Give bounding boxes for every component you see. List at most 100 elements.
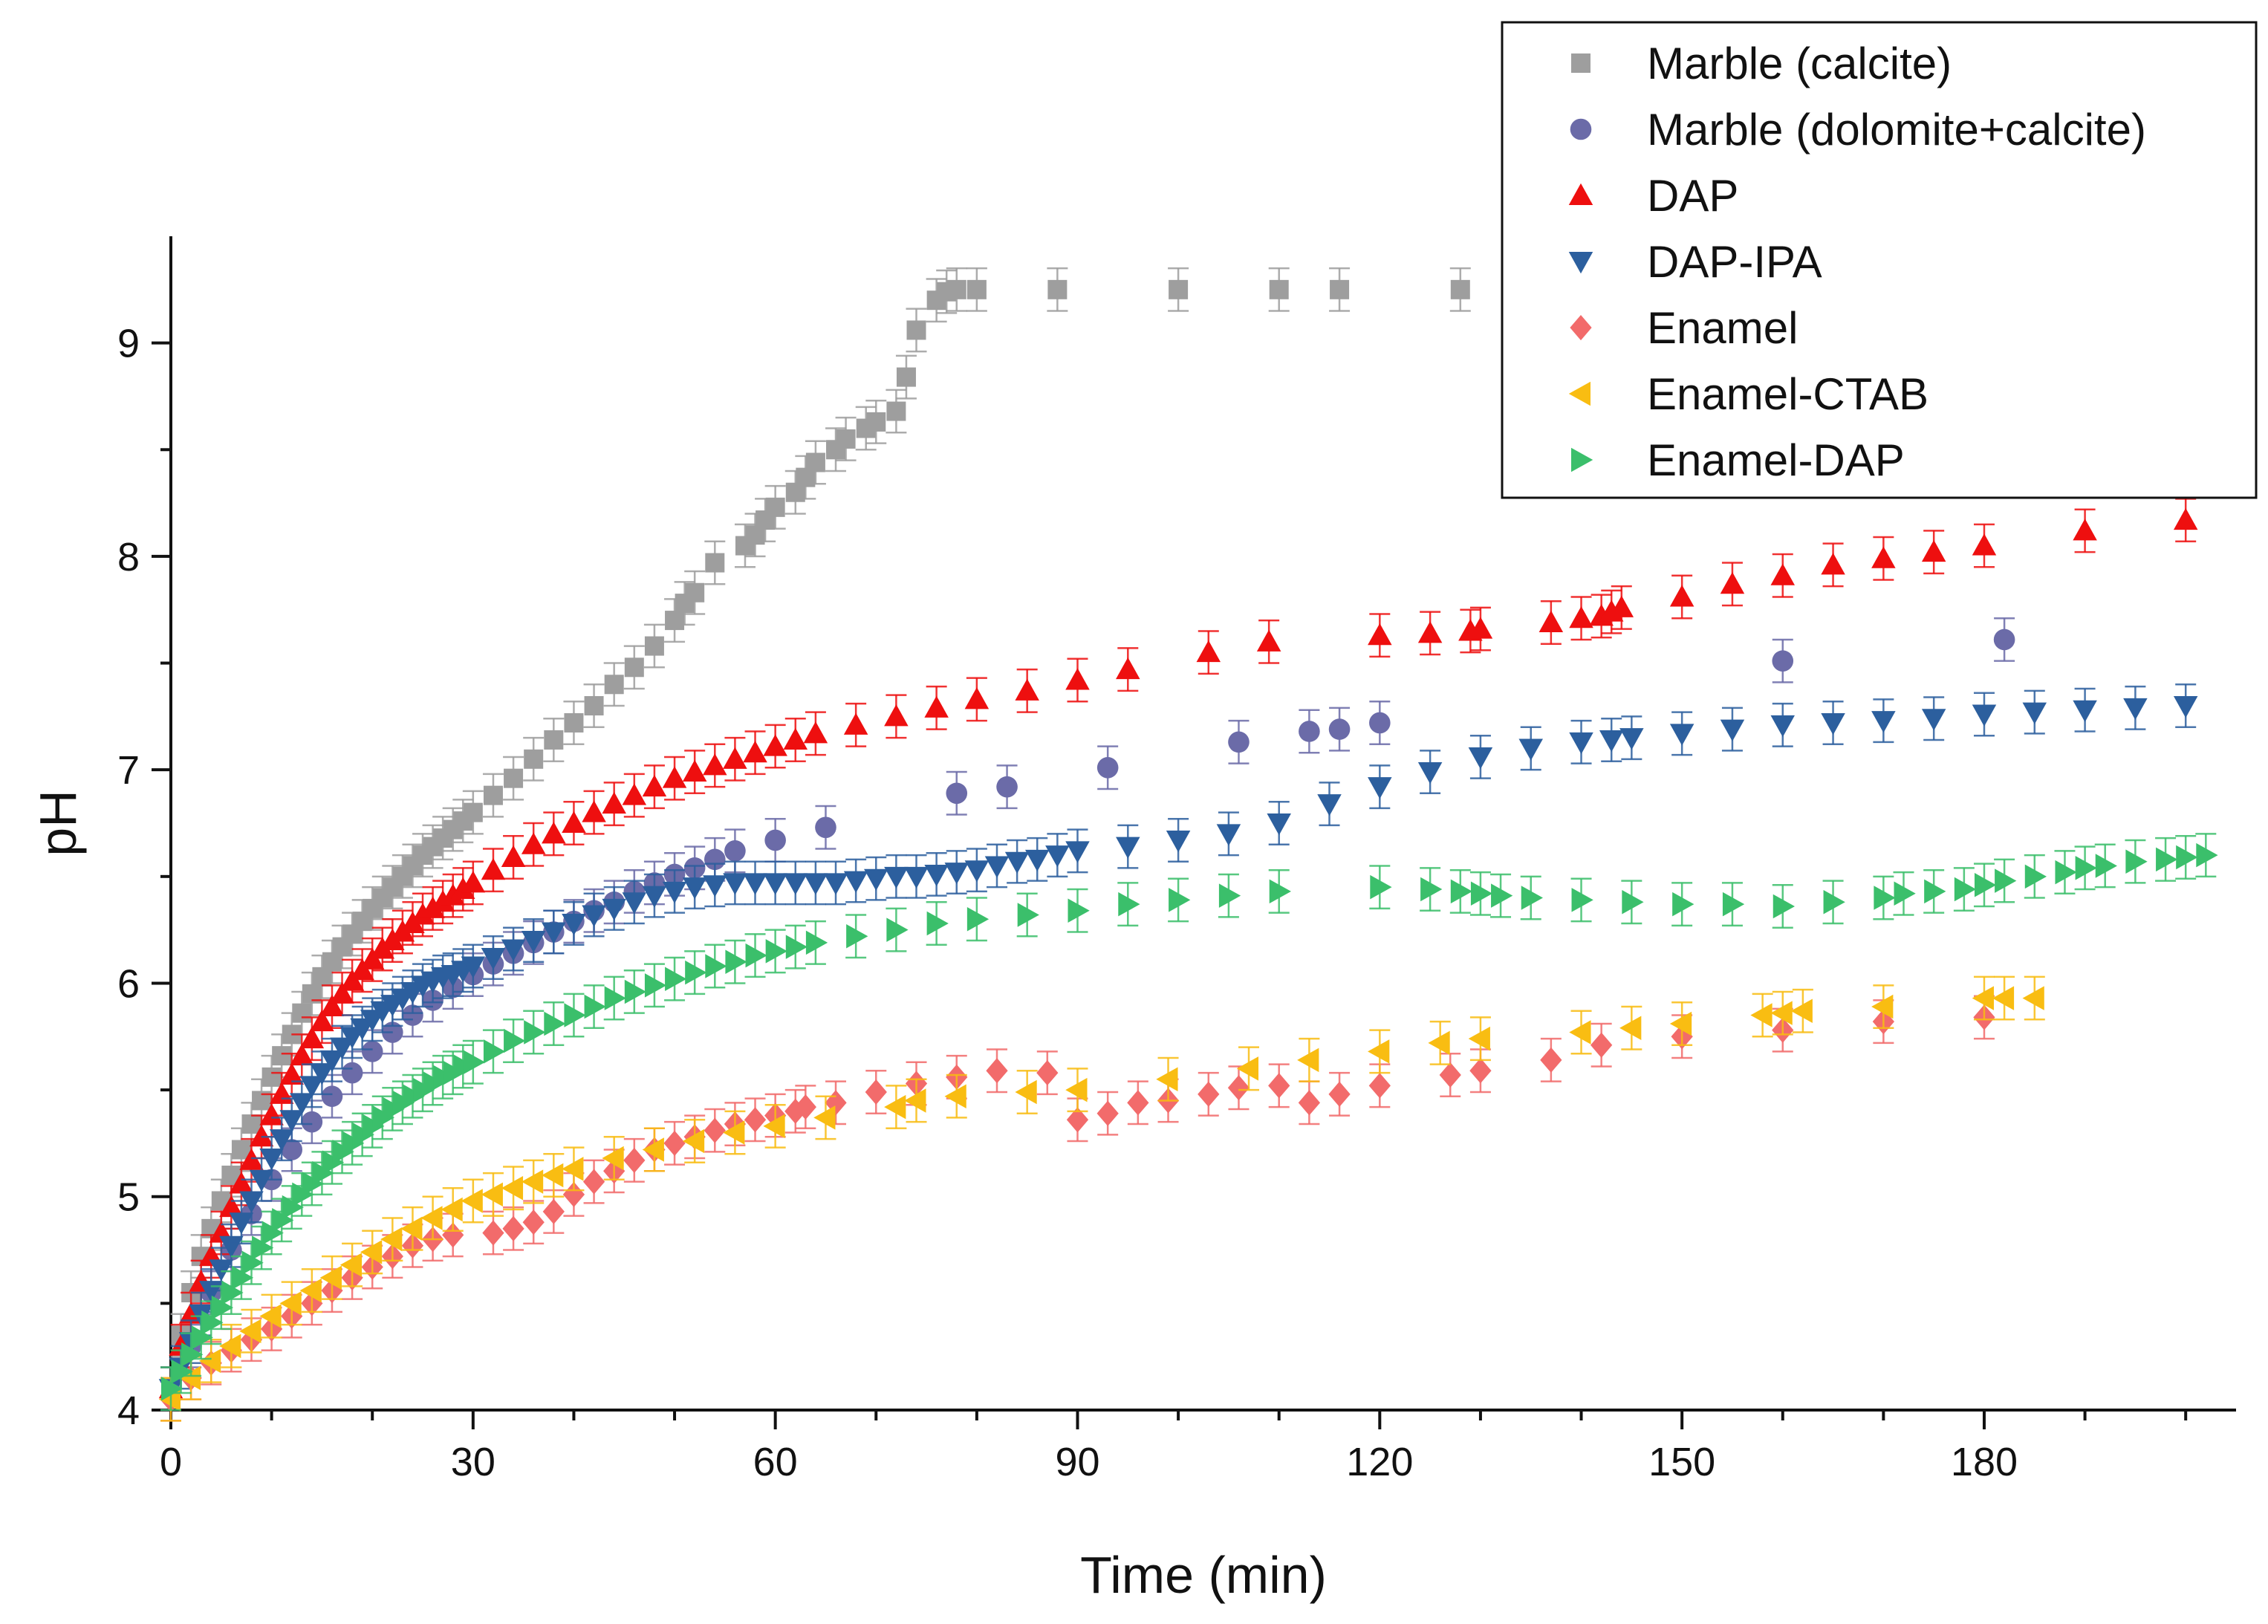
data-point — [1015, 678, 1039, 701]
data-point — [301, 1111, 323, 1133]
data-point — [361, 1041, 383, 1062]
data-point — [1669, 724, 1694, 746]
data-point — [1269, 279, 1289, 299]
data-point — [501, 845, 526, 867]
data-point — [442, 1222, 464, 1248]
data-series-layer — [158, 267, 2218, 1422]
data-point — [239, 1319, 261, 1343]
data-point — [1068, 898, 1090, 923]
data-point — [1169, 888, 1191, 912]
data-point — [330, 1037, 354, 1059]
data-point — [725, 949, 747, 974]
data-point — [623, 1147, 646, 1173]
data-point — [402, 1004, 423, 1026]
data-point — [685, 960, 707, 985]
data-point — [1773, 894, 1796, 919]
data-point — [1720, 719, 1745, 741]
data-point — [1470, 881, 1493, 906]
data-point — [1450, 879, 1473, 904]
data-point — [461, 871, 486, 893]
data-point — [866, 412, 886, 432]
data-point — [1823, 890, 1845, 915]
data-point — [966, 907, 990, 932]
data-point — [483, 1039, 506, 1064]
data-point — [1619, 1016, 1642, 1041]
data-point — [1469, 1058, 1492, 1084]
data-point — [1116, 657, 1140, 680]
data-point — [906, 320, 926, 340]
x-axis-title: Time (min) — [1080, 1546, 1327, 1604]
data-point — [805, 930, 828, 955]
data-point — [2075, 856, 2097, 880]
data-point — [904, 866, 929, 889]
data-point — [259, 1304, 282, 1328]
data-point — [420, 1206, 443, 1230]
series-enamel-ctab — [158, 975, 2045, 1422]
data-point — [279, 1110, 304, 1132]
data-point — [1772, 650, 1794, 672]
data-point — [461, 956, 486, 978]
legend-label: Marble (dolomite+calcite) — [1647, 105, 2146, 155]
data-point — [562, 811, 586, 833]
legend-marker — [1568, 252, 1593, 274]
data-point — [1066, 1107, 1089, 1133]
data-point — [1672, 891, 1694, 917]
data-point — [521, 832, 546, 854]
data-point — [482, 1220, 504, 1246]
data-point — [1328, 1081, 1351, 1107]
data-point — [1468, 1026, 1490, 1051]
data-point — [602, 791, 626, 814]
data-point — [803, 721, 828, 744]
data-point — [1127, 1090, 1149, 1116]
data-point — [1518, 738, 1543, 761]
data-point — [1972, 986, 1994, 1010]
data-point — [330, 981, 354, 1004]
data-point — [1569, 732, 1593, 755]
data-point — [783, 727, 808, 750]
data-point — [562, 1157, 584, 1181]
data-point — [884, 1094, 906, 1120]
data-point — [1036, 1060, 1059, 1086]
data-point — [542, 822, 566, 844]
data-point — [1269, 879, 1291, 904]
data-point — [624, 979, 647, 1004]
data-point — [1609, 595, 1634, 617]
legend-label: Enamel-DAP — [1647, 435, 1905, 485]
y-tick-label: 9 — [117, 322, 140, 366]
data-point — [1720, 572, 1745, 594]
data-point — [763, 873, 787, 895]
data-point — [1954, 877, 1977, 902]
data-point — [836, 429, 856, 449]
data-point — [803, 873, 828, 895]
data-point — [1420, 877, 1443, 902]
data-point — [642, 886, 667, 908]
data-point — [1236, 1056, 1259, 1081]
data-point — [1156, 1067, 1178, 1091]
data-point — [504, 768, 524, 788]
data-point — [886, 917, 909, 942]
data-point — [764, 829, 786, 851]
data-point — [2156, 847, 2178, 872]
data-point — [662, 881, 687, 904]
data-point — [521, 1169, 544, 1194]
data-point — [685, 582, 705, 602]
data-point — [319, 1265, 342, 1290]
data-point — [622, 892, 647, 915]
legend: Marble (calcite) Marble (dolomite+calcite… — [1501, 21, 2258, 499]
data-point — [724, 840, 746, 862]
data-point — [481, 1182, 503, 1207]
data-point — [1017, 903, 1039, 927]
data-point — [1538, 610, 1564, 632]
data-point — [582, 905, 606, 927]
data-point — [1921, 539, 1946, 562]
data-point — [360, 1240, 383, 1264]
data-point — [823, 873, 848, 895]
x-tick-label: 150 — [1648, 1440, 1715, 1484]
data-point — [763, 1114, 785, 1139]
data-point — [1599, 730, 1624, 753]
data-point — [1921, 709, 1946, 731]
data-point — [1821, 712, 1845, 735]
series-enamel-dap — [160, 833, 2218, 1412]
data-point — [339, 1253, 363, 1277]
data-point — [1750, 1003, 1773, 1027]
